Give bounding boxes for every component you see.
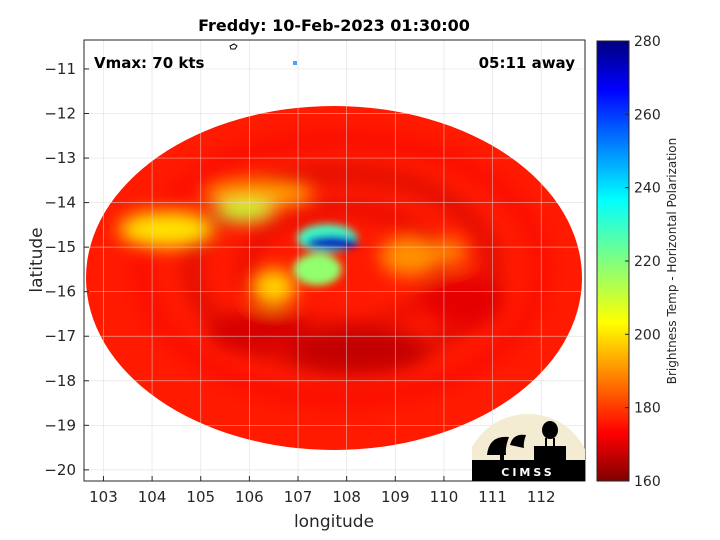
small-island-outline <box>229 43 238 50</box>
small-cloud-mark <box>293 61 297 65</box>
y-axis-ticks: −11 −12 −13 −14 −15 −16 −17 −18 −19 −20 <box>44 60 89 479</box>
feature-layer-core <box>293 224 359 286</box>
x-tick-label: 112 <box>527 488 556 506</box>
chart-title: Freddy: 10-Feb-2023 01:30:00 <box>198 16 470 35</box>
x-tick-label: 110 <box>430 488 459 506</box>
colorbar-gradient <box>597 41 629 481</box>
time-away-annotation: 05:11 away <box>479 54 576 72</box>
x-tick-label: 105 <box>186 488 215 506</box>
x-tick-label: 106 <box>235 488 264 506</box>
colorbar-tick-label: 280 <box>634 34 661 50</box>
y-tick-label: −14 <box>44 194 76 212</box>
y-tick-label: −18 <box>44 372 76 390</box>
axes-box <box>83 39 586 482</box>
y-tick-label: −15 <box>44 238 76 256</box>
feature-spiral-south <box>286 327 427 372</box>
y-tick-label: −13 <box>44 149 76 167</box>
colorbar-tick-label: 240 <box>634 181 661 197</box>
cimss-logo: CIMSS <box>472 414 585 481</box>
feature-band-east <box>379 236 440 277</box>
feature-layer-broad <box>118 179 504 372</box>
y-tick-label: −19 <box>44 416 76 434</box>
x-tick-label: 111 <box>478 488 507 506</box>
colorbar-tick-label: 200 <box>634 327 661 343</box>
y-tick-label: −12 <box>44 105 76 123</box>
x-tick-label: 103 <box>89 488 118 506</box>
y-tick-label: −11 <box>44 60 76 78</box>
grid-lines <box>84 40 585 481</box>
feature-spiral-southwest <box>209 311 310 352</box>
feature-eye-core <box>306 235 359 250</box>
vmax-annotation: Vmax: 70 kts <box>94 54 204 72</box>
y-axis-label: latitude <box>27 227 47 292</box>
colorbar-ticks: 280 260 240 220 200 180 160 <box>625 34 661 490</box>
brightness-temperature-swath <box>86 106 582 450</box>
y-tick-label: −20 <box>44 461 76 479</box>
feature-band-west-2 <box>118 211 215 248</box>
x-tick-label: 104 <box>138 488 167 506</box>
x-tick-label: 108 <box>332 488 361 506</box>
colorbar-label: Brightness Temp - Horizontal Polarizatio… <box>665 138 679 385</box>
feature-band-northwest <box>204 179 315 208</box>
x-tick-label: 109 <box>381 488 410 506</box>
logo-text: CIMSS <box>501 466 554 479</box>
y-tick-label: −17 <box>44 327 76 345</box>
y-tick-label: −16 <box>44 283 76 301</box>
x-tick-label: 107 <box>284 488 313 506</box>
colorbar-tick-label: 180 <box>634 401 661 417</box>
feature-band-east-2 <box>430 237 467 266</box>
colorbar-tick-label: 260 <box>634 107 661 123</box>
feature-spiral-east <box>423 274 504 327</box>
feature-band-southwest <box>251 269 296 306</box>
feature-eyewall-south <box>293 253 342 286</box>
spiral-ring-1 <box>133 130 550 407</box>
colorbar: 280 260 240 220 200 180 160 Brightness Temp - … <box>596 34 679 490</box>
feature-band-west-1 <box>214 201 275 222</box>
x-axis-label: longitude <box>294 512 374 532</box>
colorbar-tick-label: 220 <box>634 254 661 270</box>
x-axis-ticks: 103 104 105 106 107 108 109 110 111 112 <box>89 476 556 506</box>
colorbar-tick-label: 160 <box>634 474 661 490</box>
